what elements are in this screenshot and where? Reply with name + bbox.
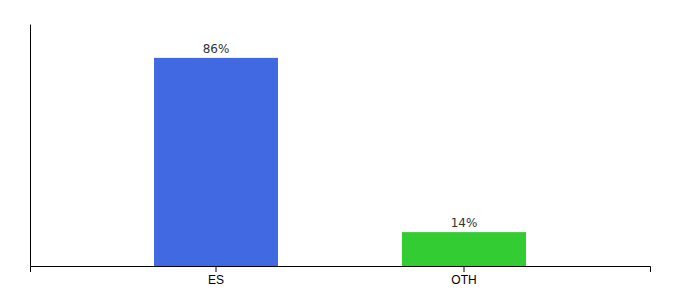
plot: ES OTH 86% 14% [31,25,651,287]
y-axis [30,25,31,267]
bars [154,58,526,266]
y-axis-line [30,25,31,267]
data-label: 86% [203,42,230,56]
bar [154,58,278,266]
x-tick-label: ES [208,273,224,287]
bar [402,232,526,266]
x-tick-mark [464,266,465,272]
data-label: 14% [451,216,478,230]
x-tick: ES [208,266,224,287]
data-labels: 86% 14% [203,42,478,230]
chart: ES OTH 86% 14% [0,0,680,300]
x-axis-line [31,267,651,273]
x-tick-label: OTH [451,273,476,287]
x-tick: OTH [451,266,476,287]
x-tick-mark [216,266,217,272]
x-axis: ES OTH [31,266,651,287]
